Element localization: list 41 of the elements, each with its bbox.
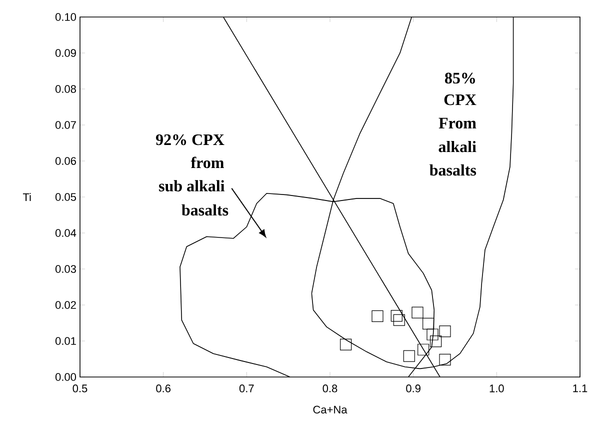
point (390, 310, 402, 322)
annotation: alkali (438, 140, 476, 152)
point (372, 310, 384, 322)
y-tick-label: 0.07 (55, 121, 76, 129)
annotation: 92% CPX (156, 134, 224, 146)
x-tick-label: 1.0 (490, 384, 504, 392)
x-tick-label: 0.6 (156, 384, 170, 392)
x-tick-label: 0.9 (406, 384, 420, 392)
y-tick-label: 0.02 (55, 301, 76, 309)
y-tick-label: 0.08 (55, 85, 76, 93)
point (340, 338, 352, 350)
y-tick-label: 0.06 (55, 157, 76, 165)
x-tick-label: 0.5 (72, 384, 88, 392)
x-tick-label: 1.1 (573, 384, 588, 392)
point (426, 328, 438, 340)
point (418, 344, 430, 356)
annotation: CPX (444, 94, 476, 106)
point (393, 314, 405, 326)
point (412, 306, 424, 318)
x-tick-label: 0.8 (322, 384, 338, 392)
y-tick-label: 0.00 (55, 373, 76, 381)
y-tick-label: 0.05 (55, 193, 76, 201)
point (439, 325, 451, 338)
y-tick-label: 0.10 (55, 13, 76, 21)
y-axis-title: Ti (22, 193, 31, 201)
y-tick-label: 0.01 (55, 337, 76, 345)
y-tick-label: 0.09 (55, 49, 76, 57)
point (403, 350, 415, 362)
x-tick-label: 0.7 (239, 384, 254, 392)
annotation: sub alkali (159, 180, 225, 192)
y-tick-label: 0.03 (55, 265, 76, 273)
y-tick-label: 0.04 (55, 229, 76, 237)
point (439, 354, 451, 366)
annotation: basalts (430, 164, 476, 176)
annotation: 85% (444, 72, 475, 84)
annotation: from (190, 156, 224, 168)
annotation: basalts (182, 204, 228, 216)
annotation: From (438, 118, 476, 129)
point (422, 318, 434, 330)
x-axis-title: Ca+Na (313, 406, 348, 414)
point (430, 336, 442, 348)
